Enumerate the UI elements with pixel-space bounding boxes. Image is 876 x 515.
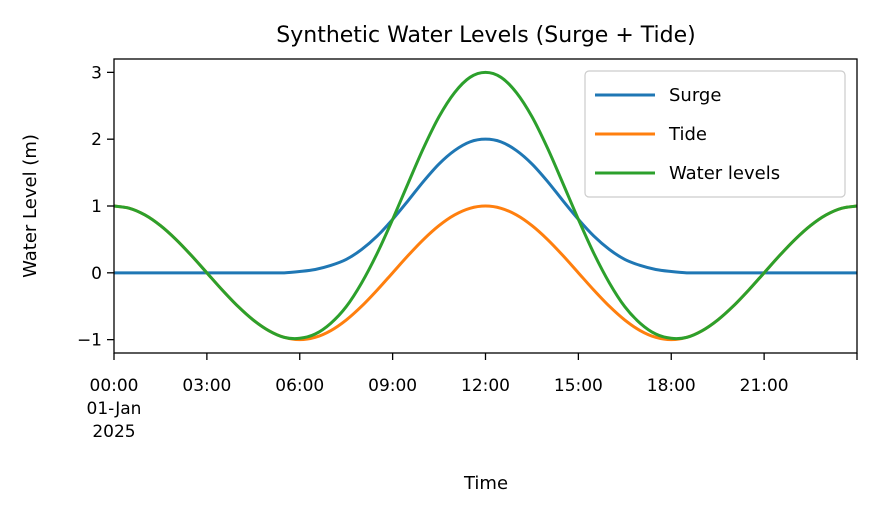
x-tick-label: 12:00 bbox=[461, 376, 510, 396]
x-tick-label: 21:00 bbox=[740, 376, 789, 396]
x-tick-label: 18:00 bbox=[647, 376, 696, 396]
series-line-water-levels bbox=[113, 70, 858, 341]
series-line-surge bbox=[113, 137, 857, 275]
y-tick-label: 0 bbox=[91, 264, 102, 284]
x-tick-label: 00:00 01-Jan 2025 bbox=[87, 376, 142, 442]
x-axis-label: Time bbox=[463, 473, 508, 494]
x-tick-label: 06:00 bbox=[275, 376, 324, 396]
legend-label-surge: Surge bbox=[669, 85, 721, 106]
legend-label-water-levels: Water levels bbox=[669, 163, 780, 184]
x-tick-label: 03:00 bbox=[182, 376, 231, 396]
series-layer bbox=[113, 70, 858, 342]
legend-box bbox=[584, 70, 846, 198]
y-tick-label: 1 bbox=[91, 197, 102, 217]
chart-title: Synthetic Water Levels (Surge + Tide) bbox=[276, 23, 695, 48]
x-tick-label: 09:00 bbox=[368, 376, 417, 396]
y-axis-label: Water Level (m) bbox=[20, 134, 41, 278]
x-axis-ticks: 00:00 01-Jan 2025 03:00 06:00 09:00 12:00 15:00… bbox=[87, 353, 858, 442]
legend: Surge Tide Water levels bbox=[584, 70, 846, 198]
y-axis-ticks: 3 2 1 0 −1 bbox=[77, 63, 114, 351]
y-tick-label: 3 bbox=[91, 63, 102, 83]
y-tick-label: −1 bbox=[77, 331, 102, 351]
y-tick-label: 2 bbox=[91, 130, 102, 150]
legend-label-tide: Tide bbox=[668, 124, 707, 145]
x-tick-label: 15:00 bbox=[554, 376, 603, 396]
